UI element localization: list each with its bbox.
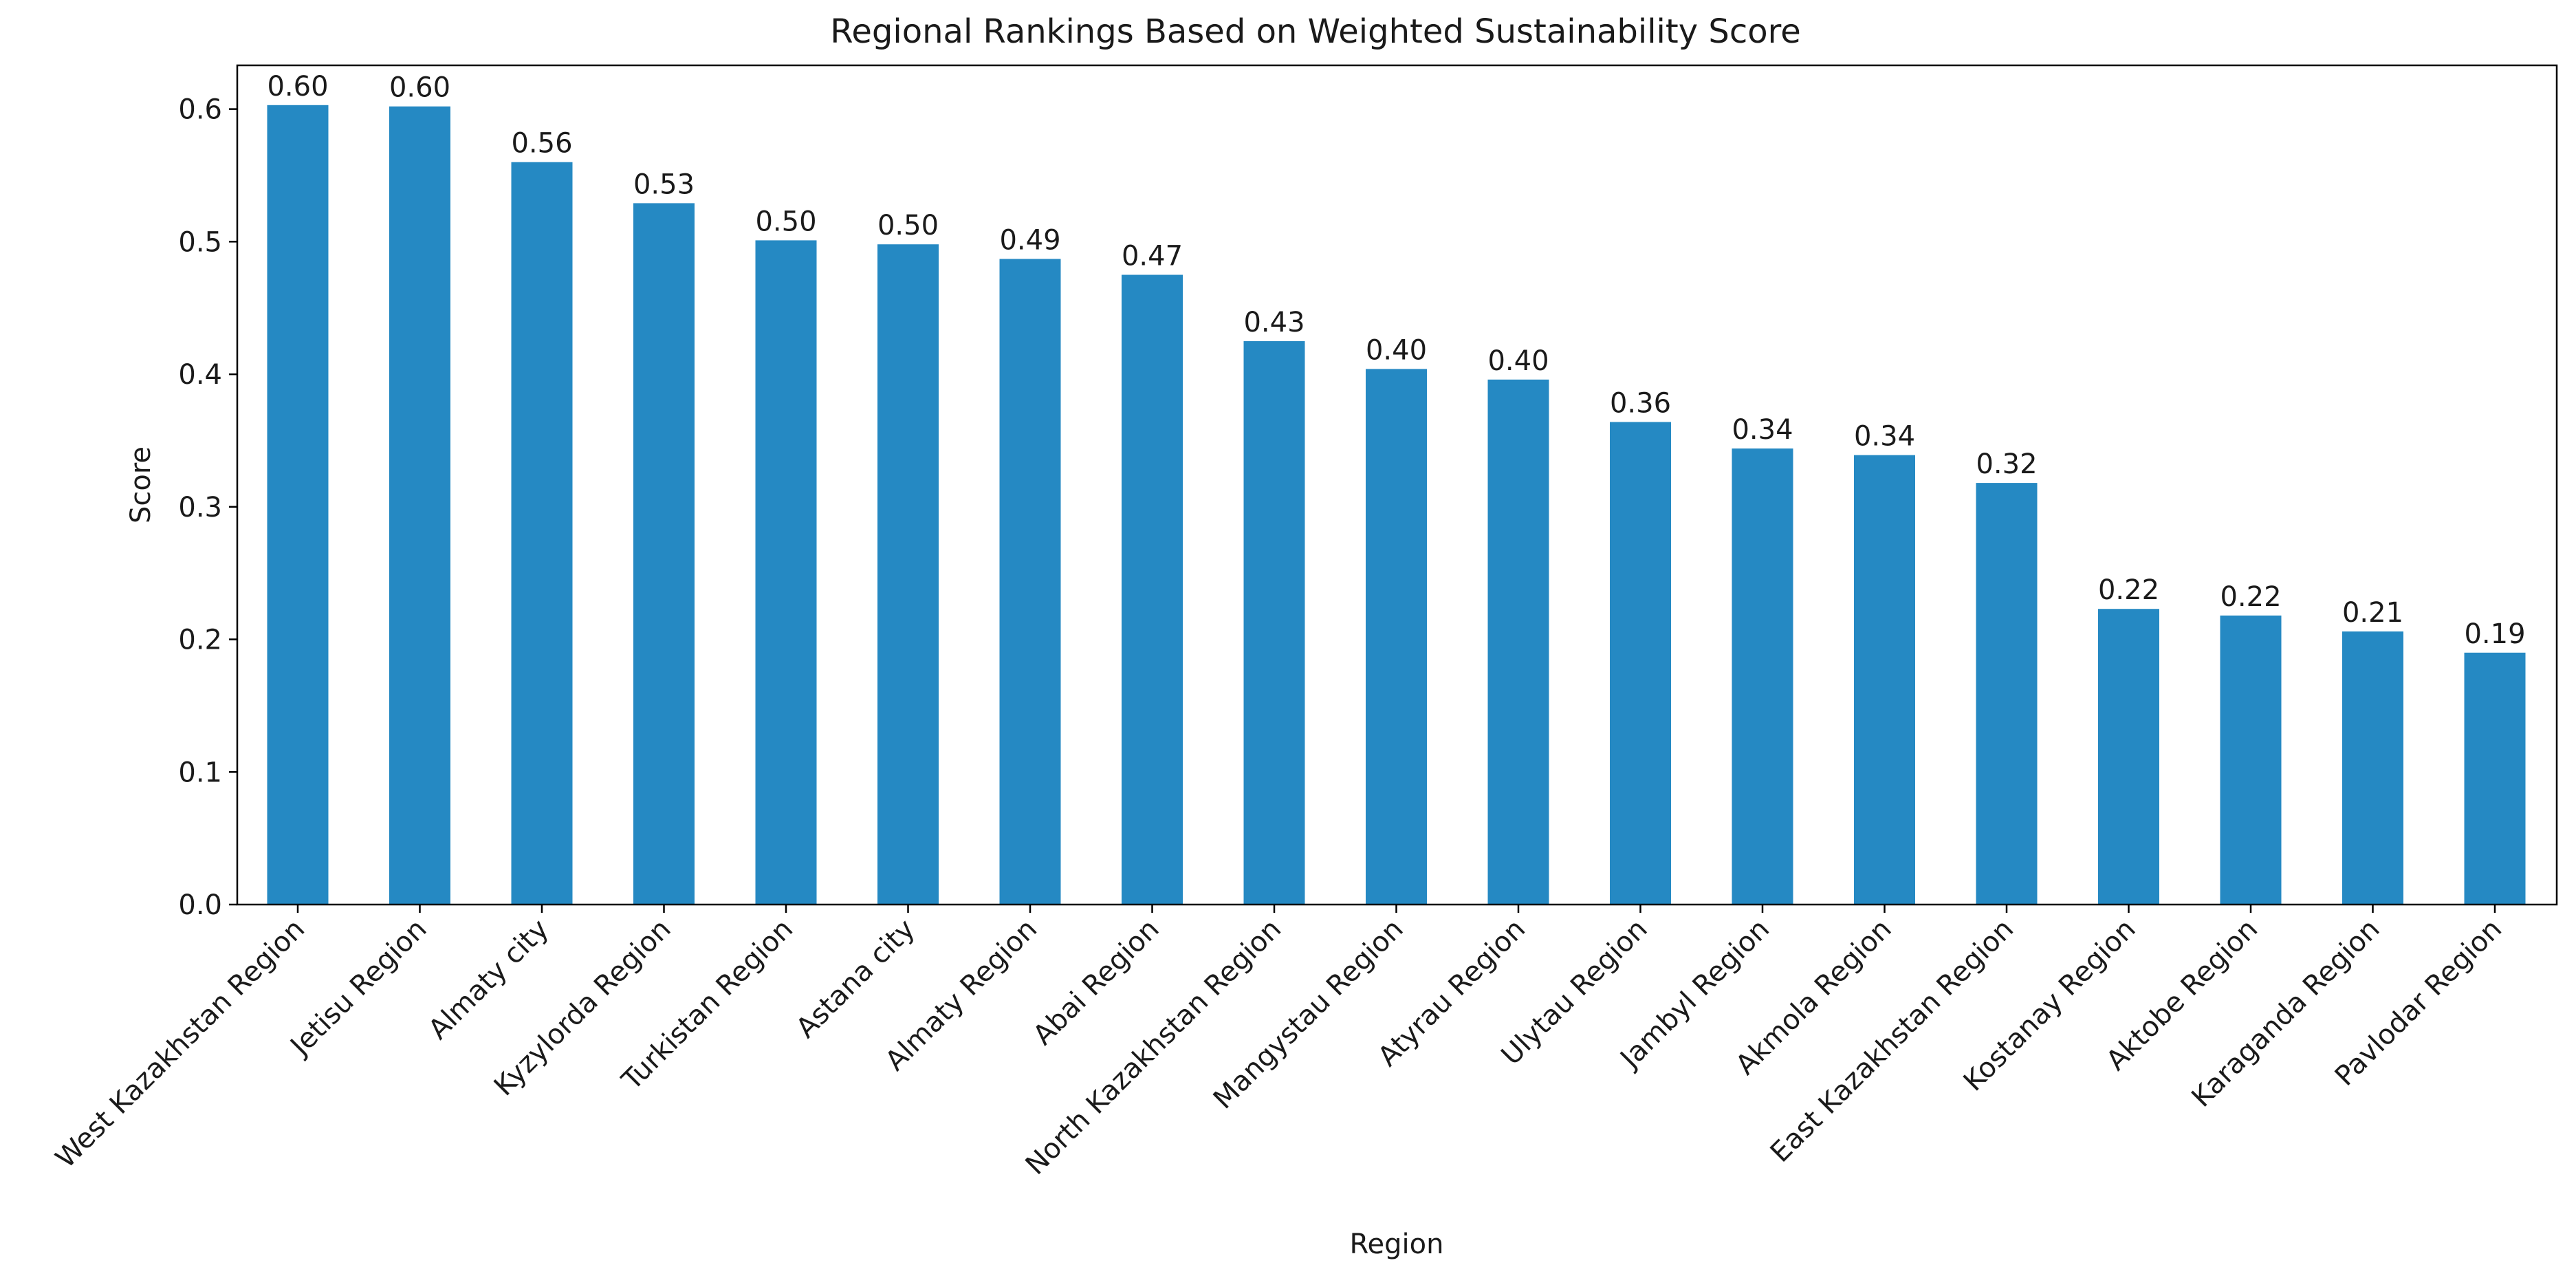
bar-value-label: 0.50 (755, 206, 816, 237)
bar (2098, 609, 2159, 905)
bar-value-label: 0.53 (633, 169, 695, 200)
x-tick-label: Abai Region (1027, 913, 1166, 1052)
y-tick-label: 0.6 (178, 94, 222, 126)
bar (1732, 448, 1793, 905)
bar-value-label: 0.21 (2342, 597, 2403, 629)
plot-frame (236, 64, 2558, 906)
bar-value-label: 0.56 (511, 128, 572, 160)
bar (1854, 455, 1915, 905)
bar-value-label: 0.19 (2464, 618, 2525, 650)
y-tick-label: 0.3 (178, 492, 222, 523)
y-tick-label: 0.0 (178, 889, 222, 921)
bar (1366, 369, 1427, 905)
bar-value-label: 0.47 (1122, 241, 1183, 272)
y-tick-label: 0.4 (178, 359, 222, 391)
bar-value-label: 0.49 (999, 224, 1060, 256)
bar-value-label: 0.34 (1732, 414, 1793, 446)
bar-value-label: 0.40 (1366, 334, 1427, 366)
bar-value-label: 0.60 (389, 72, 450, 104)
bar (633, 203, 695, 905)
bar-value-label: 0.43 (1243, 307, 1305, 338)
bar (1487, 379, 1549, 905)
bar-value-label: 0.40 (1487, 345, 1549, 377)
y-axis-label: Score (125, 446, 157, 523)
y-axis: 0.0 0.1 0.2 0.3 0.4 0.5 0.6 (178, 94, 237, 921)
y-tick-label: 0.5 (178, 226, 222, 258)
x-tick-label: East Kazakhstan Region (1765, 913, 2020, 1169)
bar-value-label: 0.22 (2098, 574, 2159, 606)
bar (389, 106, 450, 905)
bar (2342, 631, 2403, 905)
x-axis-label: Region (1350, 1229, 1444, 1260)
bar (755, 240, 817, 905)
bar (1243, 340, 1305, 905)
y-tick-label: 0.2 (178, 625, 222, 656)
bar (1610, 422, 1671, 905)
bar (1122, 274, 1183, 905)
bar-value-label: 0.34 (1854, 421, 1915, 453)
x-tick-label: Astana city (790, 913, 921, 1045)
bar-value-label: 0.36 (1610, 388, 1671, 420)
bar (267, 105, 329, 905)
bar (2220, 615, 2282, 905)
bar (2464, 652, 2526, 905)
bars-layer (267, 105, 2526, 905)
x-tick-label: North Kazakhstan Region (1020, 913, 1287, 1181)
bar-value-label: 0.32 (1976, 448, 2037, 480)
chart-title: Regional Rankings Based on Weighted Sust… (830, 12, 1801, 51)
x-tick-label: West Kazakhstan Region (50, 913, 311, 1175)
bar (877, 244, 939, 905)
x-tick-label: Almaty city (422, 913, 555, 1046)
bar-value-label: 0.50 (877, 210, 939, 241)
bar (1976, 483, 2038, 905)
bar (999, 259, 1061, 905)
bar-value-label: 0.60 (267, 71, 328, 102)
value-labels-layer: 0.60 0.60 0.56 0.53 0.50 0.50 0.49 0.47 0.43 0.40… (267, 71, 2525, 650)
bar-value-label: 0.22 (2220, 581, 2281, 613)
y-tick-label: 0.1 (178, 757, 222, 788)
bar (511, 162, 573, 905)
